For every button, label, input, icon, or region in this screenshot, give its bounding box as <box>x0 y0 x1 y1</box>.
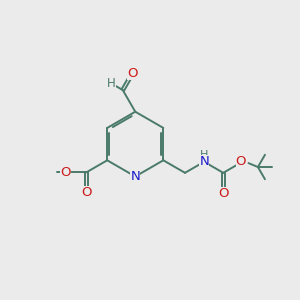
Text: O: O <box>128 67 138 80</box>
Text: O: O <box>81 187 92 200</box>
Text: H: H <box>107 77 116 90</box>
Text: N: N <box>199 155 209 168</box>
Text: N: N <box>130 170 140 183</box>
Text: O: O <box>236 155 246 168</box>
Text: O: O <box>218 187 229 200</box>
Text: H: H <box>200 150 208 160</box>
Text: O: O <box>61 166 71 179</box>
